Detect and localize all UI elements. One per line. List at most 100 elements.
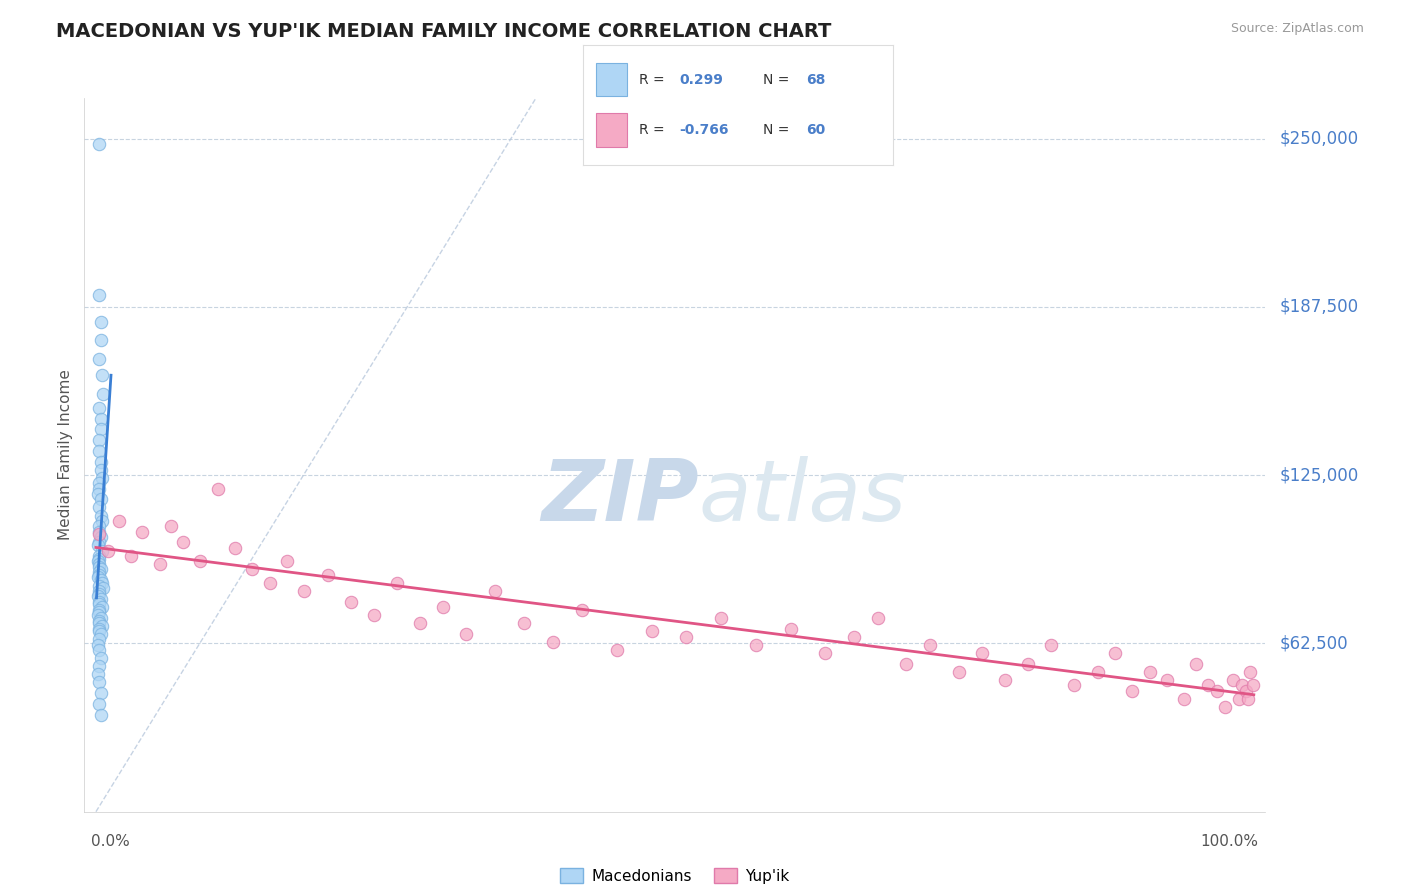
Text: -0.766: -0.766 — [679, 123, 728, 137]
Point — [188, 554, 211, 568]
Point — [918, 638, 941, 652]
Point — [90, 592, 112, 607]
Point — [89, 614, 111, 628]
Point — [814, 646, 837, 660]
Point — [160, 519, 183, 533]
Point — [866, 611, 889, 625]
Legend: Macedonians, Yup'ik: Macedonians, Yup'ik — [554, 862, 796, 889]
Point — [89, 675, 111, 690]
Point — [90, 422, 112, 436]
Point — [89, 524, 111, 539]
FancyBboxPatch shape — [596, 62, 627, 96]
Text: 0.299: 0.299 — [679, 72, 723, 87]
Point — [89, 624, 111, 639]
Point — [207, 482, 229, 496]
Point — [89, 352, 111, 367]
Point — [1121, 683, 1143, 698]
Point — [89, 433, 111, 447]
Point — [1241, 678, 1264, 692]
Point — [1104, 646, 1126, 660]
Point — [1232, 678, 1254, 692]
Point — [90, 411, 112, 425]
Point — [710, 611, 733, 625]
Point — [1234, 683, 1257, 698]
Point — [484, 583, 506, 598]
Text: Source: ZipAtlas.com: Source: ZipAtlas.com — [1230, 22, 1364, 36]
Point — [89, 401, 111, 415]
Point — [89, 598, 111, 612]
Point — [240, 562, 263, 576]
Point — [90, 627, 112, 641]
Text: atlas: atlas — [699, 456, 907, 540]
Point — [606, 643, 628, 657]
Text: 68: 68 — [806, 72, 825, 87]
Point — [87, 554, 110, 568]
Point — [87, 570, 110, 584]
Point — [90, 562, 112, 576]
Point — [90, 315, 112, 329]
Text: N =: N = — [763, 72, 789, 87]
Text: $125,000: $125,000 — [1279, 467, 1358, 484]
Point — [316, 567, 339, 582]
Point — [89, 443, 111, 458]
Point — [276, 554, 298, 568]
Point — [994, 673, 1017, 687]
Point — [90, 600, 112, 615]
Point — [1139, 665, 1161, 679]
Text: $250,000: $250,000 — [1279, 129, 1358, 147]
Point — [87, 487, 110, 501]
Point — [89, 606, 111, 620]
Point — [87, 638, 110, 652]
Point — [1239, 665, 1261, 679]
Point — [1185, 657, 1208, 671]
Point — [90, 334, 112, 348]
Point — [89, 557, 111, 571]
Point — [89, 622, 111, 636]
Text: R =: R = — [640, 123, 665, 137]
Point — [224, 541, 246, 555]
Point — [1222, 673, 1244, 687]
Point — [120, 549, 142, 563]
Point — [90, 514, 112, 528]
Point — [89, 595, 111, 609]
Point — [87, 667, 110, 681]
Point — [89, 578, 111, 592]
Point — [90, 492, 112, 507]
Point — [90, 611, 112, 625]
Text: $187,500: $187,500 — [1279, 298, 1358, 316]
Point — [89, 583, 111, 598]
Point — [131, 524, 153, 539]
Point — [90, 471, 112, 485]
Point — [1213, 699, 1236, 714]
Point — [89, 586, 111, 600]
Point — [90, 530, 112, 544]
Point — [89, 632, 111, 647]
Point — [89, 616, 111, 631]
Point — [96, 543, 118, 558]
Point — [970, 646, 993, 660]
Point — [89, 565, 111, 579]
Point — [90, 707, 112, 722]
Point — [90, 573, 112, 587]
Point — [543, 635, 565, 649]
Text: ZIP: ZIP — [541, 456, 699, 540]
Point — [87, 538, 110, 552]
FancyBboxPatch shape — [596, 113, 627, 147]
Point — [89, 549, 111, 563]
Point — [89, 551, 111, 566]
Text: MACEDONIAN VS YUP'IK MEDIAN FAMILY INCOME CORRELATION CHART: MACEDONIAN VS YUP'IK MEDIAN FAMILY INCOM… — [56, 22, 831, 41]
Point — [89, 643, 111, 657]
Point — [363, 608, 385, 623]
Point — [90, 575, 112, 590]
Point — [89, 535, 111, 549]
Point — [89, 519, 111, 533]
Point — [89, 559, 111, 574]
Point — [292, 583, 315, 598]
Point — [89, 697, 111, 711]
Point — [432, 600, 454, 615]
Point — [456, 627, 478, 641]
Point — [1173, 691, 1195, 706]
Point — [90, 686, 112, 700]
Point — [844, 630, 866, 644]
Point — [87, 608, 110, 623]
